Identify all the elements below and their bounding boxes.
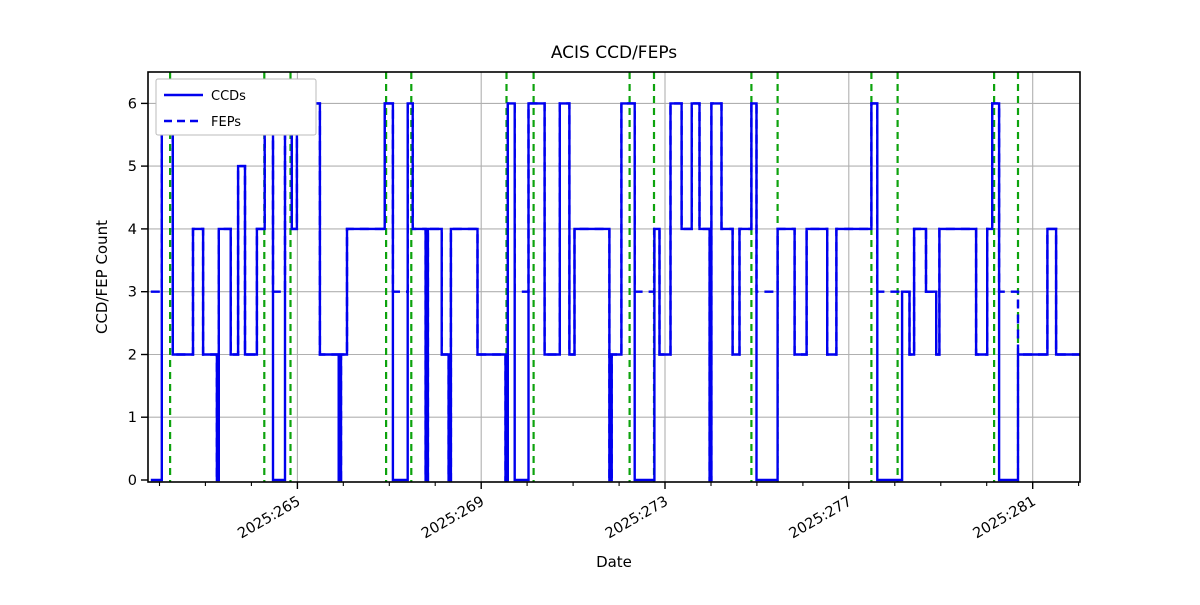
x-tick-label: 2025:265 — [235, 494, 303, 543]
y-tick-label: 2 — [128, 348, 137, 364]
x-tick-label: 2025:273 — [603, 494, 671, 543]
y-tick-label: 6 — [128, 96, 137, 112]
y-axis-label: CCD/FEP Count — [93, 220, 111, 334]
legend-label-ccds: CCDs — [211, 89, 246, 104]
x-tick-label: 2025:277 — [787, 494, 855, 543]
y-tick-label: 0 — [128, 473, 137, 489]
ccd-step-line — [150, 102, 1080, 482]
legend-label-feps: FEPs — [211, 115, 241, 130]
chart-title: ACIS CCD/FEPs — [551, 43, 677, 63]
x-tick-label: 2025:269 — [419, 494, 487, 543]
y-tick-label: 1 — [128, 410, 137, 426]
y-tick-label: 4 — [128, 222, 137, 238]
y-tick-label: 5 — [128, 159, 137, 175]
y-tick-label: 3 — [128, 285, 137, 301]
plot-border — [147, 71, 1081, 483]
x-axis-label: Date — [596, 553, 632, 571]
x-tick-label: 2025:281 — [971, 494, 1039, 543]
